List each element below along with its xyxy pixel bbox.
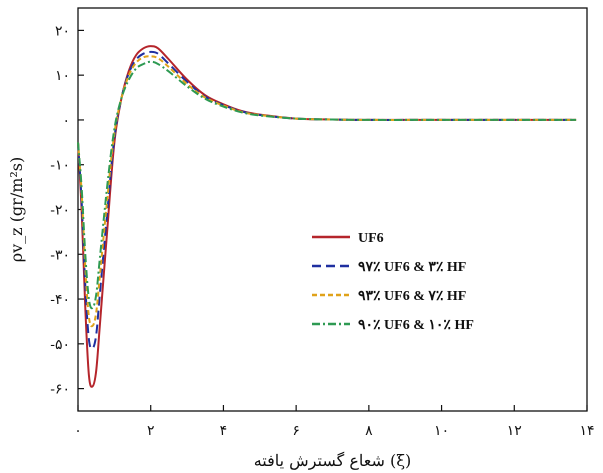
- series-line: [77, 50, 577, 350]
- series-line: [77, 55, 577, 328]
- x-tick-label: ۸: [365, 423, 373, 439]
- x-tick-label: ۲: [147, 423, 155, 439]
- y-tick-label: -۱۰: [50, 158, 70, 174]
- ticks-layer: ۰ ۲ ۴ ۶ ۸ ۱۰ ۱۲ ۱۴ ۲۰ ۱۰ ۰ -۱۰ -۲۰ -۳۰ -۴۰ -۵۰ -۶۰: [50, 23, 594, 439]
- legend-label: ۹۰٪ UF6 & ۱۰٪ HF: [358, 318, 474, 333]
- series-layer: [77, 45, 577, 388]
- x-tick-label: ۰: [74, 423, 82, 439]
- y-tick-label: -۲۰: [50, 203, 70, 219]
- legend-label: ۹۳٪ UF6 & ۷٪ HF: [358, 289, 466, 304]
- legend-label: UF6: [358, 231, 384, 246]
- series-line: [77, 60, 577, 310]
- legend: UF6 ۹۷٪ UF6 & ۳٪ HF ۹۳٪ UF6 & ۷٪ HF ۹۰٪ UF6…: [312, 231, 474, 333]
- x-tick-label: ۱۲: [507, 423, 522, 439]
- plot-frame: [77, 7, 588, 412]
- legend-label: ۹۷٪ UF6 & ۳٪ HF: [358, 260, 466, 275]
- y-tick-label: -۳۰: [50, 247, 70, 263]
- y-tick-label: ۲۰: [55, 23, 70, 39]
- y-tick-label: -۵۰: [50, 337, 70, 353]
- y-tick-label: -۴۰: [50, 292, 70, 308]
- series-line: [77, 45, 577, 388]
- y-tick-label: ۰: [62, 113, 70, 129]
- x-tick-label: ۴: [220, 423, 228, 439]
- y-tick-label: ۱۰: [55, 68, 70, 84]
- x-axis-title: شعاع گسترش یافته (ξ): [254, 451, 412, 470]
- x-tick-label: ۱۴: [579, 423, 594, 439]
- y-tick-label: -۶۰: [50, 382, 70, 398]
- y-axis-title: ρv_z (gr/m²s): [7, 157, 26, 263]
- x-tick-label: ۶: [292, 423, 300, 439]
- x-tick-label: ۱۰: [434, 423, 449, 439]
